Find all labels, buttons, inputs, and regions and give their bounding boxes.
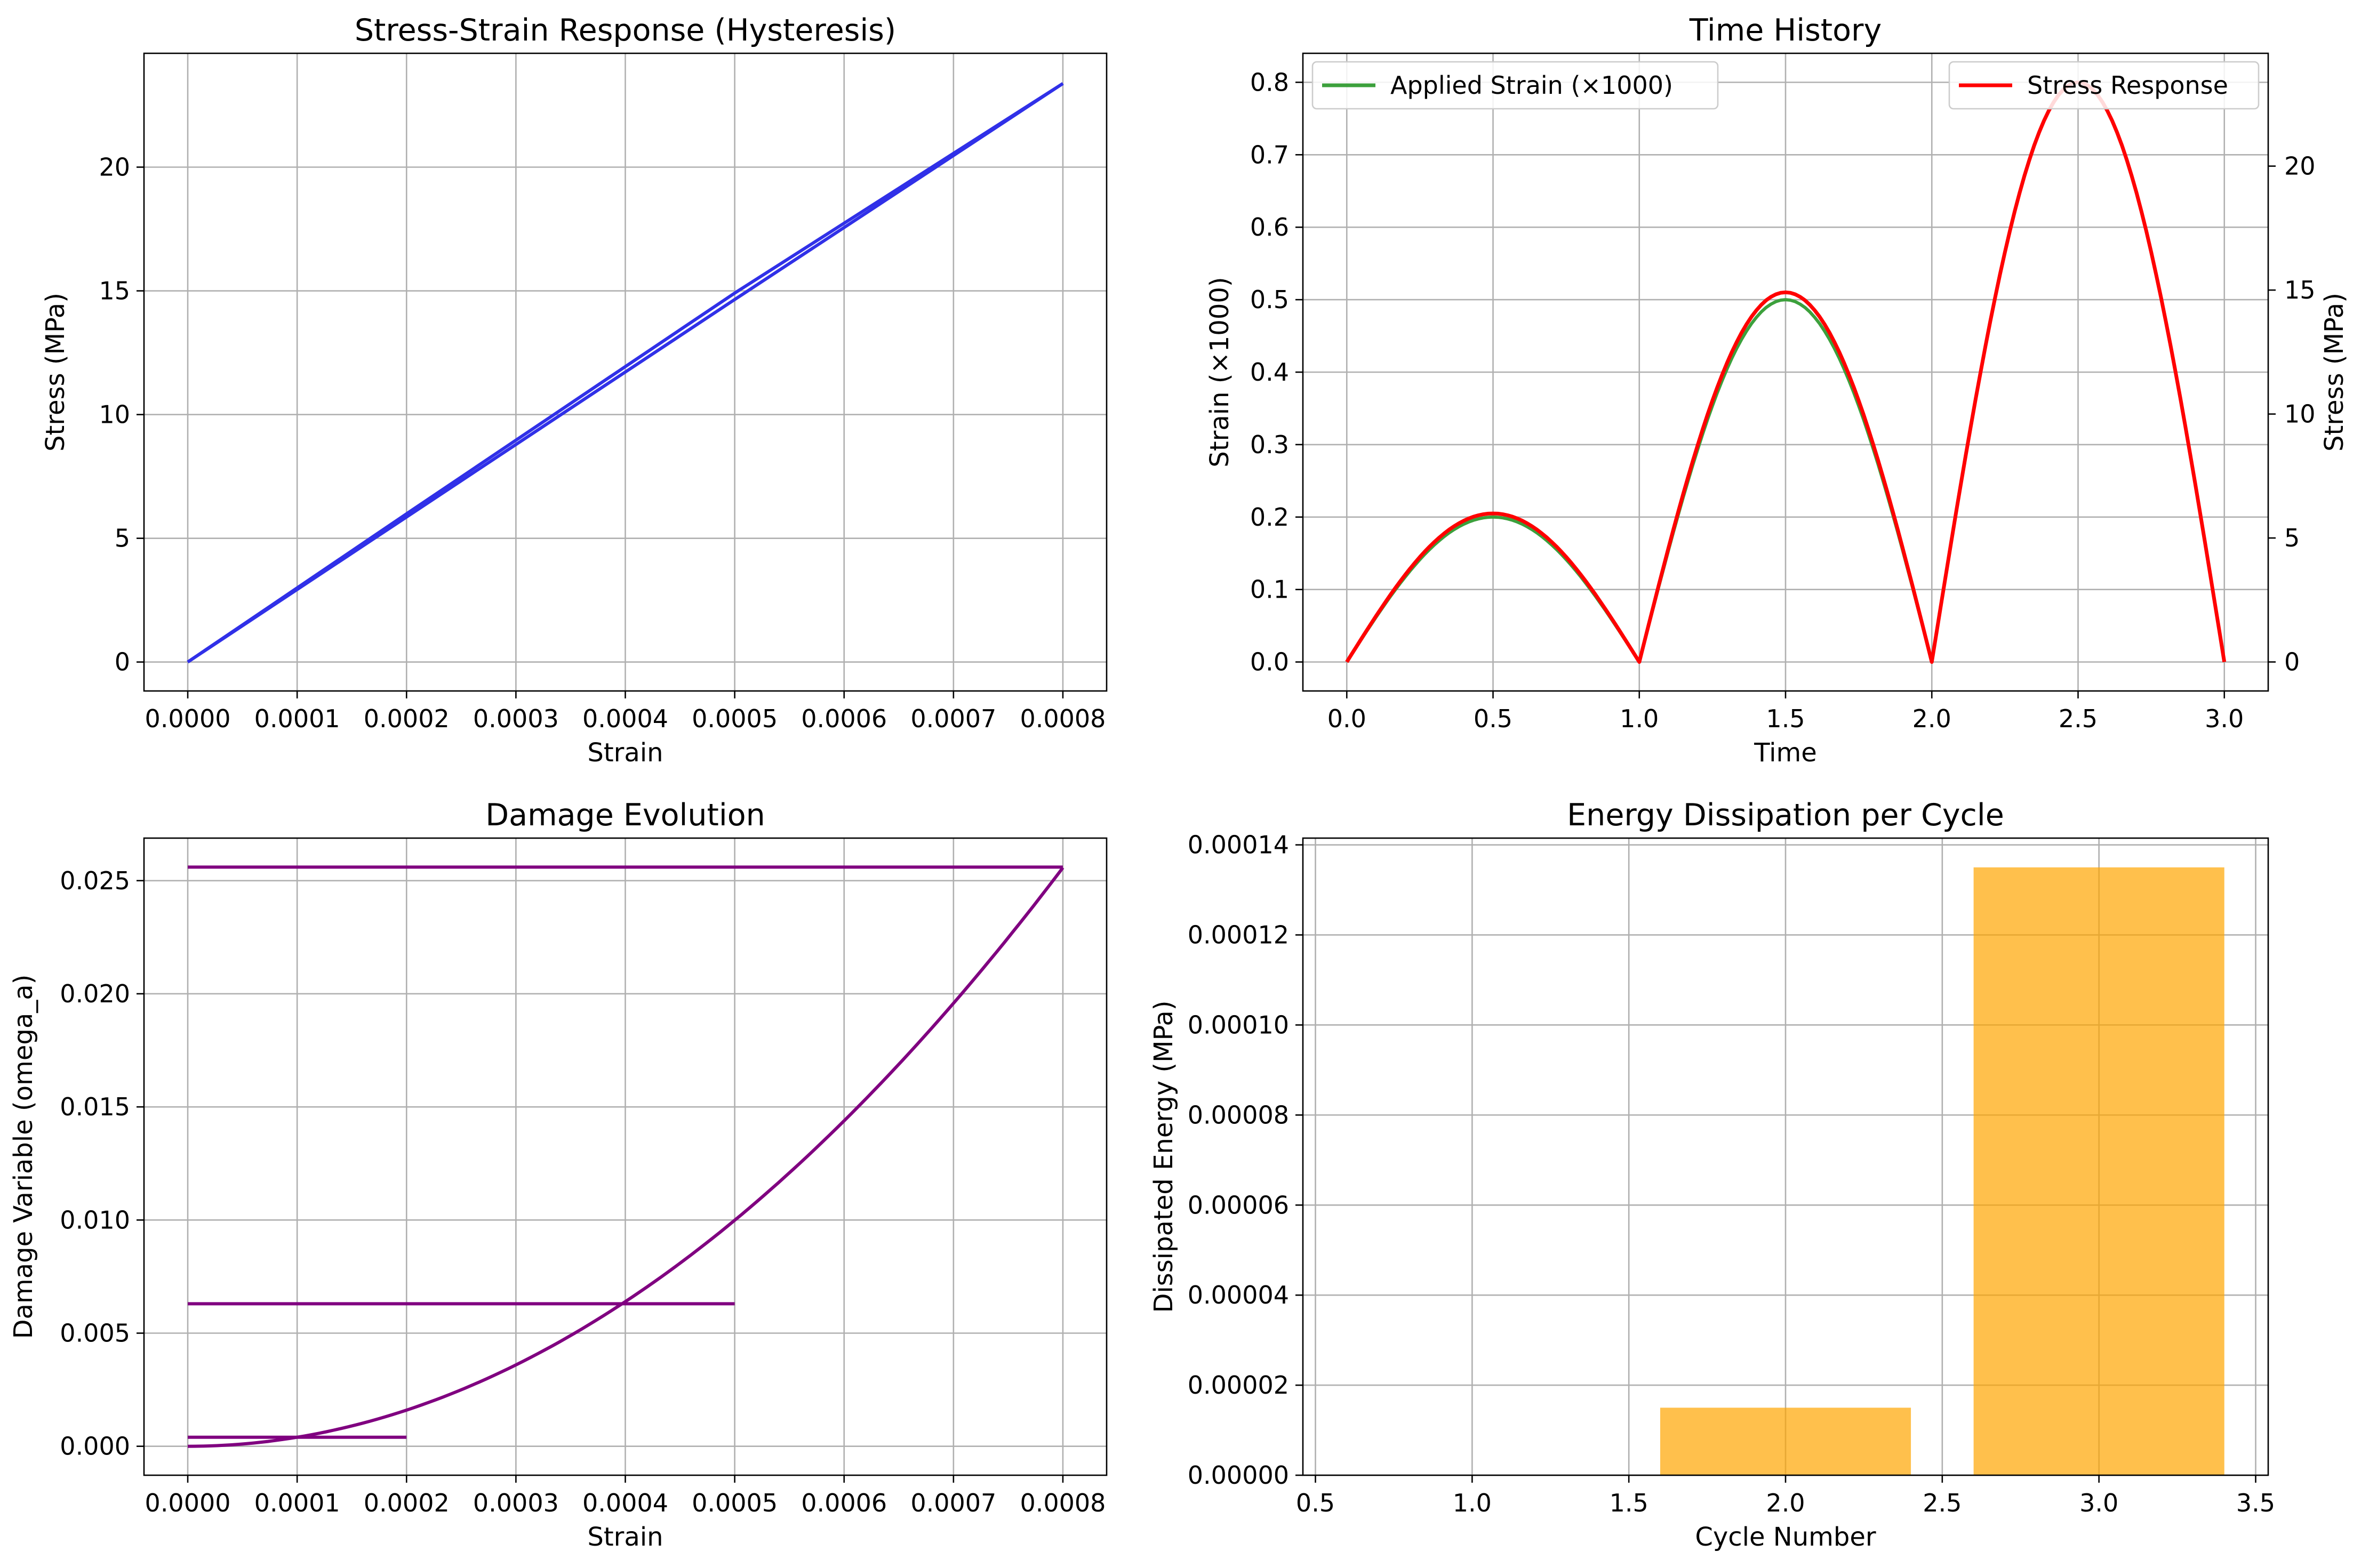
damage-xtick-label: 0.0006: [801, 1489, 887, 1517]
energy-title: Energy Dissipation per Cycle: [1567, 798, 2004, 833]
time_history-xtick-label: 3.0: [2205, 704, 2244, 733]
time_history-ytick-label: 0.1: [1250, 575, 1289, 604]
stress-strain-line: [187, 82, 1064, 664]
damage-xtick-label: 0.0001: [254, 1489, 340, 1517]
damage-ylabel: Damage Variable (omega_a): [9, 975, 38, 1339]
damage-xtick-label: 0.0003: [473, 1489, 559, 1517]
energy-xtick-label: 2.0: [1766, 1489, 1805, 1517]
energy-xtick-label: 0.5: [1296, 1489, 1335, 1517]
damage-xtick-label: 0.0004: [582, 1489, 668, 1517]
hysteresis-xtick-label: 0.0000: [145, 704, 231, 733]
time_history-ytick-right-label: 20: [2284, 152, 2316, 181]
legend-label: Stress Response: [2027, 71, 2228, 100]
legend-box: [1311, 61, 1719, 110]
damage-ytick-label: 0.000: [60, 1432, 130, 1461]
energy-xlabel: Cycle Number: [1695, 1522, 1876, 1552]
hysteresis-xtick-label: 0.0004: [582, 704, 668, 733]
time_history-ytick-right-label: 15: [2284, 276, 2316, 304]
damage-ytick-label: 0.025: [60, 866, 130, 895]
time_history-xtick-label: 2.0: [1912, 704, 1951, 733]
energy-frame: [1302, 837, 2269, 1476]
time_history-ytick-right-label: 10: [2284, 400, 2316, 429]
time_history-ytick-label: 0.3: [1250, 430, 1289, 459]
time_history-title: Time History: [1689, 13, 1882, 48]
energy-ytick-label: 0.00012: [1188, 921, 1289, 950]
time_history-xtick-label: 1.5: [1766, 704, 1805, 733]
damage-xtick-label: 0.0000: [145, 1489, 231, 1517]
hysteresis-ylabel: Stress (MPa): [41, 293, 70, 452]
energy-xtick-label: 2.5: [1923, 1489, 1962, 1517]
hysteresis-ytick-label: 20: [99, 152, 130, 181]
energy-ytick-label: 0.00008: [1188, 1100, 1289, 1129]
time_history-xtick-label: 0.0: [1327, 704, 1366, 733]
hysteresis-xtick-label: 0.0001: [254, 704, 340, 733]
hysteresis-ytick-label: 15: [99, 277, 130, 305]
energy-ylabel: Dissipated Energy (MPa): [1149, 1001, 1179, 1313]
legend-stress-response: Stress Response: [1948, 61, 2260, 110]
energy-ytick-label: 0.00010: [1188, 1010, 1289, 1039]
time_history-frame: [1302, 52, 2269, 692]
legend-box: [1948, 61, 2260, 110]
energy-ytick-label: 0.00014: [1188, 831, 1289, 859]
energy-xtick-label: 3.5: [2236, 1489, 2275, 1517]
damage-ytick-label: 0.015: [60, 1092, 130, 1121]
damage-frame: [143, 837, 1108, 1476]
time_history-ytick-label: 0.8: [1250, 68, 1289, 97]
time_history-xtick-label: 0.5: [1474, 704, 1512, 733]
time_history-ytick-label: 0.7: [1250, 140, 1289, 169]
time_history-ytick-label: 0.2: [1250, 503, 1289, 532]
damage-xtick-label: 0.0007: [910, 1489, 996, 1517]
time_history-xtick-label: 2.5: [2059, 704, 2098, 733]
time_history-ylabel-right: Stress (MPa): [2319, 293, 2349, 452]
energy-ytick-label: 0.00006: [1188, 1191, 1289, 1219]
time_history-axes: 0.0 0.5 1.0 1.5 2.0 2.5 3.0 0.0 0.1 0.2 0.3 0.4 0.5 0…: [1205, 13, 2349, 768]
damage-xlabel: Strain: [587, 1522, 663, 1552]
hysteresis-xtick-label: 0.0007: [910, 704, 996, 733]
time_history-ytick-label: 0.0: [1250, 648, 1289, 677]
damage-title: Damage Evolution: [485, 798, 765, 833]
damage-ytick-label: 0.005: [60, 1319, 130, 1348]
energy-ytick-label: 0.00000: [1188, 1461, 1289, 1490]
time_history-ytick-right-label: 0: [2284, 648, 2300, 677]
legend-label: Applied Strain (×1000): [1390, 71, 1673, 100]
energy-bar-cycle-2: [1660, 1408, 1911, 1475]
energy-xtick-label: 1.0: [1453, 1489, 1492, 1517]
time_history-xtick-label: 1.0: [1620, 704, 1659, 733]
hysteresis-xtick-label: 0.0006: [801, 704, 887, 733]
damage-xtick-label: 0.0005: [692, 1489, 778, 1517]
hysteresis-xtick-label: 0.0003: [473, 704, 559, 733]
hysteresis-xtick-label: 0.0005: [692, 704, 778, 733]
energy-bar-cycle-3: [1973, 867, 2224, 1475]
damage-ytick-label: 0.020: [60, 979, 130, 1008]
damage-axes: 0.0000 0.0001 0.0002 0.0003 0.0004 0.0005 0.00…: [9, 798, 1108, 1552]
hysteresis-xtick-label: 0.0008: [1020, 704, 1106, 733]
hysteresis-xlabel: Strain: [587, 738, 663, 768]
hysteresis-ytick-label: 0: [115, 648, 130, 677]
time_history-ytick-label: 0.4: [1250, 358, 1289, 387]
damage-curve: [187, 866, 1065, 1448]
energy-xtick-label: 3.0: [2079, 1489, 2118, 1517]
time_history-ylabel: Strain (×1000): [1205, 277, 1235, 467]
energy-xtick-label: 1.5: [1610, 1489, 1648, 1517]
hysteresis-ytick-label: 10: [99, 400, 130, 429]
damage-ytick-label: 0.010: [60, 1205, 130, 1234]
damage-xtick-label: 0.0008: [1020, 1489, 1106, 1517]
stress-strain-line: [187, 82, 1064, 664]
hysteresis-title: Stress-Strain Response (Hysteresis): [355, 13, 896, 48]
time_history-ytick-label: 0.6: [1250, 213, 1289, 242]
time_history-ytick-label: 0.5: [1250, 285, 1289, 314]
hysteresis-axes: 0.0000 0.0001 0.0002 0.0003 0.0004 0.0005 0.00…: [41, 13, 1108, 768]
hysteresis-ytick-label: 5: [115, 524, 130, 553]
damage-xtick-label: 0.0002: [364, 1489, 450, 1517]
hysteresis-xtick-label: 0.0002: [364, 704, 450, 733]
hysteresis-frame: [143, 52, 1108, 692]
time_history-ytick-right-label: 5: [2284, 524, 2300, 552]
time_history-xlabel: Time: [1754, 738, 1816, 768]
energy-ytick-label: 0.00004: [1188, 1281, 1289, 1309]
energy-ytick-label: 0.00002: [1188, 1371, 1289, 1400]
energy-axes: 0.5 1.0 1.5 2.0 2.5 3.0 3.5 0.00000 0.00002 0.000…: [1149, 798, 2275, 1552]
legend-applied-strain: Applied Strain (×1000): [1311, 61, 1719, 110]
